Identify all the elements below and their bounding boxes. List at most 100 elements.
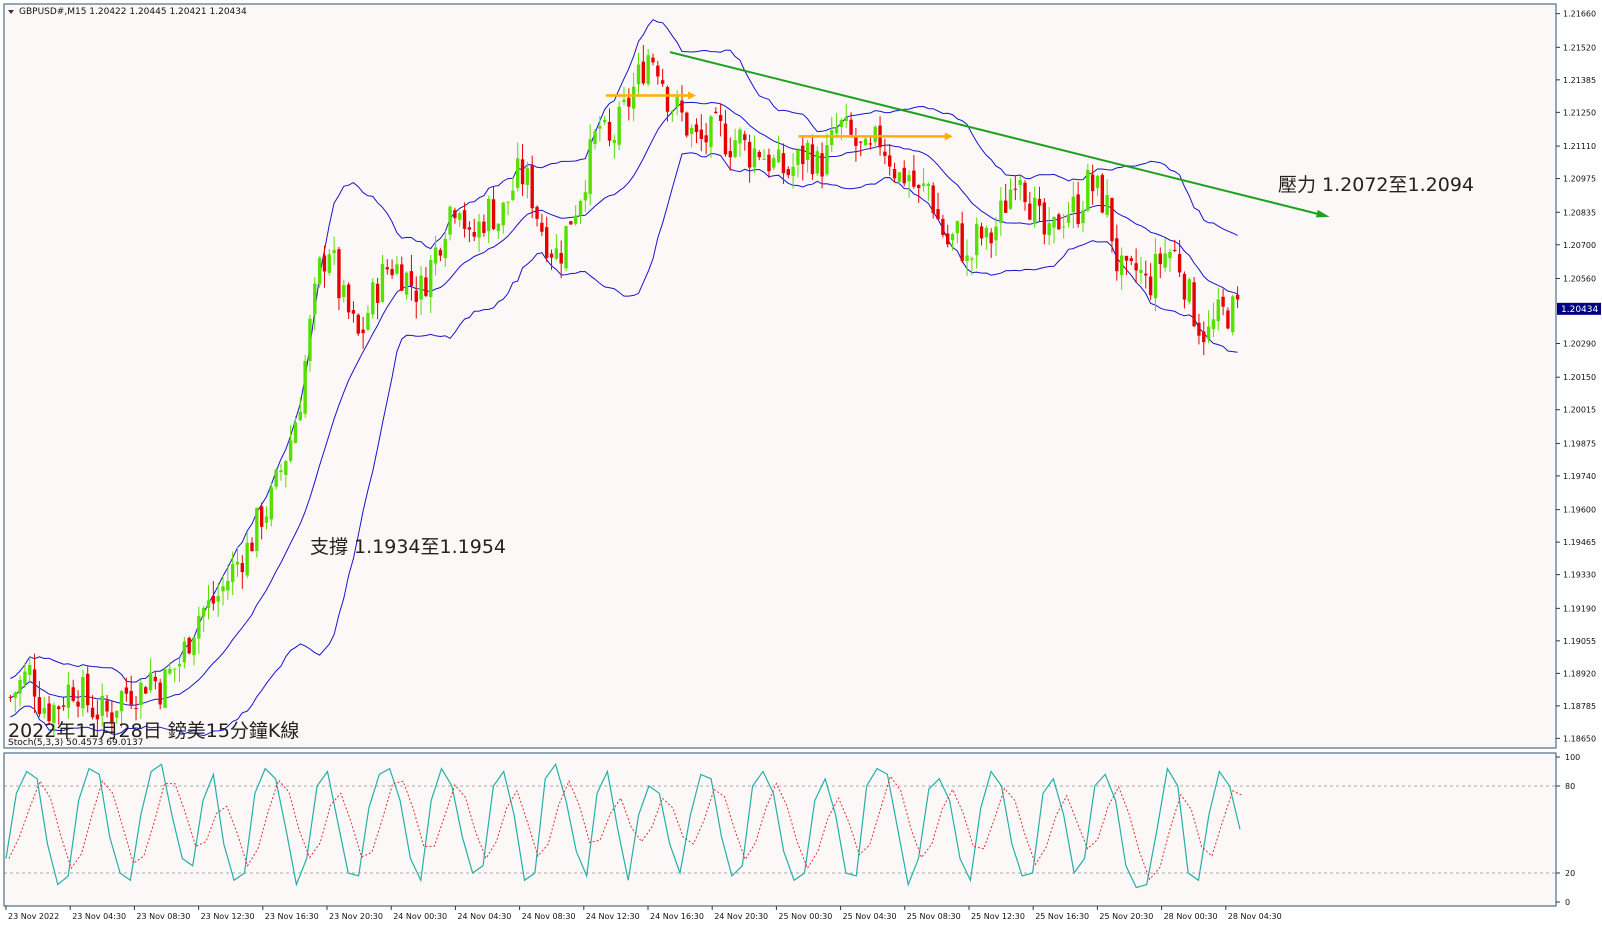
candle-body bbox=[115, 710, 119, 718]
candle-body bbox=[1221, 296, 1225, 307]
candle-body bbox=[1066, 214, 1071, 223]
candle-body bbox=[317, 257, 322, 285]
candle-body bbox=[1226, 310, 1230, 329]
candle-body bbox=[230, 564, 235, 583]
candle-body bbox=[660, 80, 665, 84]
candle-body bbox=[303, 360, 307, 414]
price-tick-label: 1.21110 bbox=[1563, 142, 1596, 151]
candle-body bbox=[1206, 326, 1211, 339]
candle-body bbox=[627, 97, 631, 107]
level-marker-arrow-icon bbox=[688, 91, 696, 100]
candle-body bbox=[1086, 169, 1090, 211]
candles bbox=[8, 44, 1240, 736]
time-tick-label: 24 Nov 20:30 bbox=[714, 912, 768, 921]
candle-body bbox=[279, 470, 283, 473]
candle-body bbox=[999, 200, 1003, 223]
time-tick-label: 25 Nov 04:30 bbox=[843, 912, 897, 921]
candle-body bbox=[284, 461, 288, 475]
candle-body bbox=[883, 151, 887, 156]
candle-body bbox=[1216, 299, 1220, 321]
candle-body bbox=[1139, 269, 1143, 273]
stoch-tick-label: 100 bbox=[1565, 753, 1580, 762]
candle-body bbox=[796, 149, 800, 165]
candle-body bbox=[559, 252, 563, 264]
price-tick-label: 1.20290 bbox=[1563, 339, 1596, 348]
candle-body bbox=[47, 703, 51, 722]
candle-body bbox=[670, 111, 675, 113]
candle-body bbox=[168, 668, 172, 674]
candle-body bbox=[438, 249, 443, 256]
candle-body bbox=[762, 158, 766, 160]
candle-body bbox=[42, 708, 46, 714]
time-tick-label: 23 Nov 16:30 bbox=[265, 912, 319, 921]
candle-body bbox=[1173, 249, 1177, 252]
candle-body bbox=[772, 158, 776, 168]
candle-body bbox=[583, 192, 588, 201]
stoch-info-text: Stoch(5,3,3) 50.4573 69.0137 bbox=[8, 738, 143, 748]
candle-body bbox=[859, 141, 863, 143]
candle-body bbox=[1192, 282, 1196, 327]
candle-body bbox=[834, 127, 839, 134]
candle-body bbox=[23, 671, 27, 685]
candle-body bbox=[1211, 319, 1216, 330]
candle-body bbox=[32, 669, 37, 697]
candle-body bbox=[738, 129, 742, 144]
candle-body bbox=[540, 222, 544, 232]
candle-body bbox=[593, 131, 597, 144]
candle-body bbox=[385, 267, 389, 270]
candle-body bbox=[414, 290, 418, 302]
candle-body bbox=[182, 641, 187, 663]
candle-body bbox=[636, 64, 641, 85]
candle-body bbox=[767, 154, 771, 172]
candle-body bbox=[946, 233, 950, 245]
candle-body bbox=[221, 586, 225, 592]
candle-body bbox=[680, 100, 684, 113]
candle-body bbox=[704, 135, 708, 143]
candle-body bbox=[931, 185, 935, 214]
candle-body bbox=[240, 563, 245, 573]
candle-body bbox=[651, 57, 655, 63]
candle-body bbox=[501, 202, 505, 226]
candle-body bbox=[950, 234, 955, 241]
candle-body bbox=[545, 227, 549, 258]
candle-body bbox=[264, 516, 269, 523]
candle-body bbox=[477, 221, 481, 238]
candle-body bbox=[535, 206, 539, 219]
candle-body bbox=[598, 126, 602, 129]
candle-body bbox=[491, 199, 496, 230]
candle-body bbox=[1182, 273, 1187, 300]
candle-body bbox=[1008, 189, 1013, 209]
candle-body bbox=[1129, 258, 1133, 261]
candle-body bbox=[57, 706, 61, 710]
time-tick-label: 24 Nov 12:30 bbox=[586, 912, 640, 921]
candle-body bbox=[467, 227, 472, 230]
price-tick-label: 1.19190 bbox=[1563, 604, 1596, 613]
candle-body bbox=[588, 139, 592, 195]
price-axis: 1.21660 1.21520 1.21385 1.21250 1.21110 1.209… bbox=[1556, 10, 1596, 743]
candle-body bbox=[1081, 210, 1085, 224]
main-panel-frame bbox=[3, 3, 1557, 749]
candle-body bbox=[718, 115, 723, 121]
price-tick-label: 1.21520 bbox=[1563, 43, 1596, 52]
candle-body bbox=[458, 213, 462, 220]
dropdown-triangle-icon[interactable] bbox=[8, 10, 14, 14]
time-tick-label: 25 Nov 16:30 bbox=[1035, 912, 1089, 921]
candle-body bbox=[965, 255, 969, 262]
candle-body bbox=[1187, 279, 1191, 302]
resistance-trendline bbox=[669, 51, 1327, 217]
overlays bbox=[605, 51, 1330, 218]
candle-body bbox=[516, 158, 520, 188]
time-tick-label: 28 Nov 00:30 bbox=[1164, 912, 1218, 921]
candle-body bbox=[1028, 203, 1032, 220]
candle-body bbox=[90, 707, 95, 718]
candle-body bbox=[211, 595, 216, 604]
candle-body bbox=[76, 701, 80, 707]
candle-body bbox=[888, 155, 892, 167]
candle-body bbox=[646, 55, 650, 84]
candle-body bbox=[366, 312, 370, 330]
candle-body bbox=[897, 172, 902, 182]
time-tick-label: 24 Nov 08:30 bbox=[522, 912, 576, 921]
candle-body bbox=[274, 469, 278, 487]
candle-body bbox=[694, 124, 699, 133]
time-tick-label: 25 Nov 20:30 bbox=[1099, 912, 1153, 921]
